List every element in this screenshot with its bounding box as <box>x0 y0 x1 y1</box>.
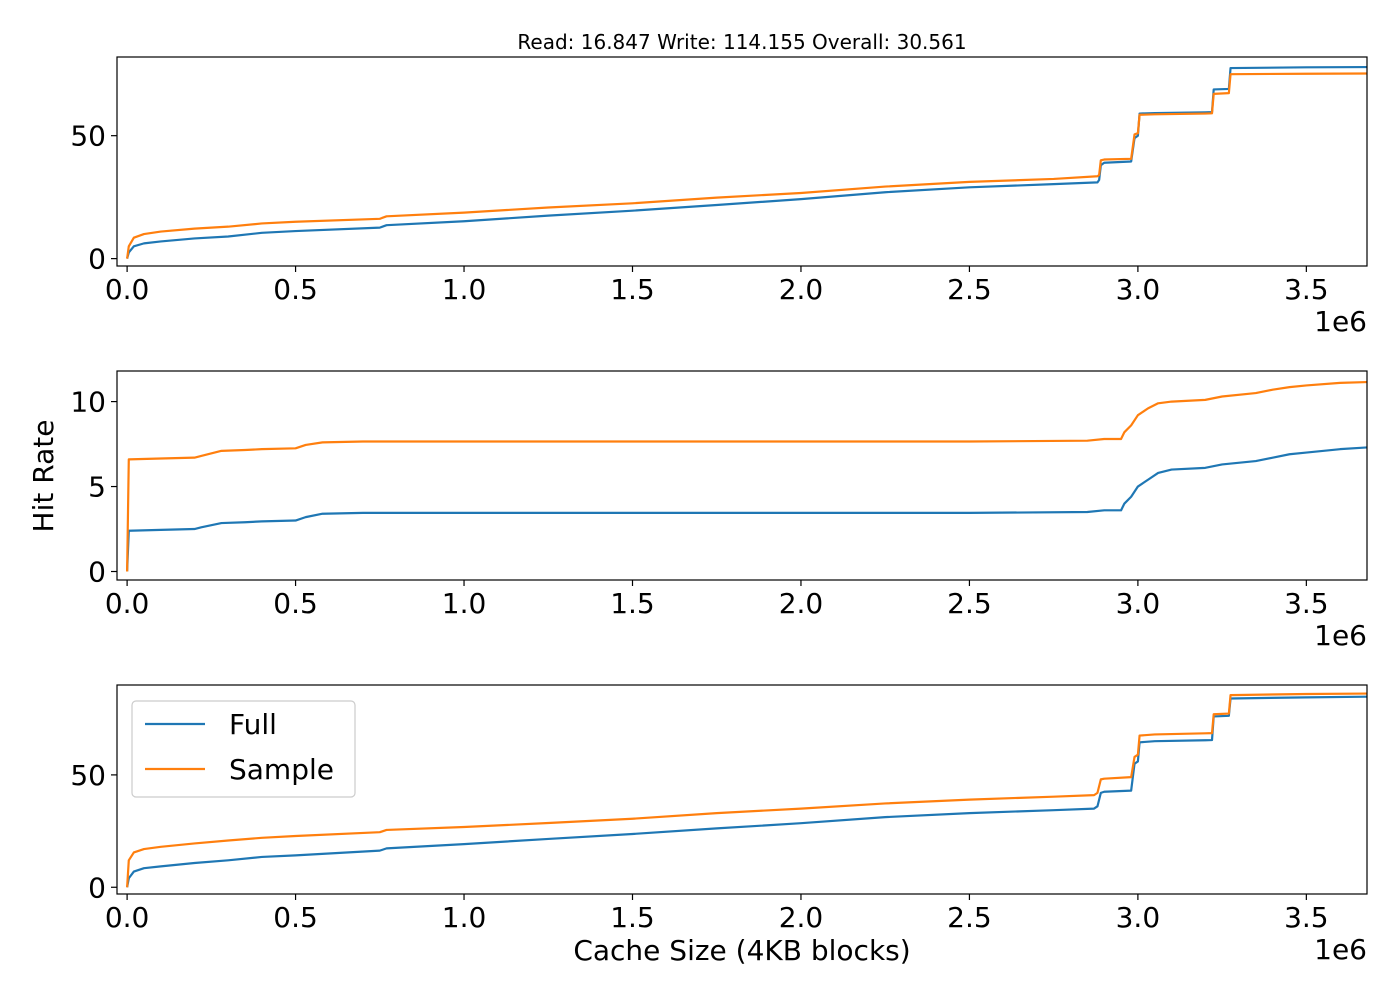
legend: Full Sample <box>131 700 356 798</box>
axes-frame <box>116 684 1368 895</box>
x-tick-label: 2.0 <box>779 273 824 306</box>
y-tick-label: 50 <box>70 120 106 153</box>
x-tick-label: 0.5 <box>273 587 318 620</box>
x-tick-label: 0.0 <box>105 273 150 306</box>
y-tick-label: 50 <box>70 759 106 792</box>
x-tick-label: 0.5 <box>273 901 318 934</box>
x-tick-label: 0.0 <box>105 587 150 620</box>
x-tick-label: 2.0 <box>779 901 824 934</box>
x-tick-label: 1.0 <box>442 273 487 306</box>
legend-label-sample: Sample <box>229 753 334 786</box>
y-tick-label: 0 <box>88 556 106 589</box>
x-tick-label: 2.5 <box>947 273 992 306</box>
legend-label-full: Full <box>229 708 277 741</box>
x-tick-label: 2.0 <box>779 587 824 620</box>
x-tick-label: 3.0 <box>1116 273 1161 306</box>
y-tick-label: 10 <box>70 386 106 419</box>
x-offset-label: 1e6 <box>1314 619 1367 652</box>
x-tick-label: 0.5 <box>273 273 318 306</box>
series-line-full <box>126 695 1367 888</box>
x-tick-label: 3.0 <box>1116 587 1161 620</box>
x-tick-label: 1.5 <box>610 273 655 306</box>
figure-title: Read: 16.847 Write: 114.155 Overall: 30.… <box>517 30 966 54</box>
y-axis-label: Hit Rate <box>27 420 60 533</box>
x-tick-label: 3.5 <box>1284 273 1329 306</box>
y-tick-label: 0 <box>88 243 106 276</box>
x-offset-label: 1e6 <box>1314 305 1367 338</box>
y-tick-label: 0 <box>88 871 106 904</box>
x-tick-label: 1.5 <box>610 901 655 934</box>
x-tick-label: 1.0 <box>442 901 487 934</box>
x-tick-label: 3.0 <box>1116 901 1161 934</box>
x-tick-label: 1.5 <box>610 587 655 620</box>
series-line-sample <box>126 72 1367 259</box>
x-tick-label: 1.0 <box>442 587 487 620</box>
x-tick-label: 0.0 <box>105 901 150 934</box>
series-line-full <box>126 65 1367 259</box>
x-axis-label: Cache Size (4KB blocks) <box>573 934 910 967</box>
x-tick-label: 3.5 <box>1284 901 1329 934</box>
x-tick-label: 2.5 <box>947 587 992 620</box>
y-tick-label: 5 <box>88 471 106 504</box>
axes-frame <box>116 370 1368 581</box>
series-line-sample <box>126 692 1367 888</box>
axes-frame <box>116 56 1368 267</box>
x-offset-label: 1e6 <box>1314 933 1367 966</box>
x-tick-label: 2.5 <box>947 901 992 934</box>
series-line-full <box>126 446 1367 572</box>
x-tick-label: 3.5 <box>1284 587 1329 620</box>
series-line-sample <box>126 380 1367 572</box>
